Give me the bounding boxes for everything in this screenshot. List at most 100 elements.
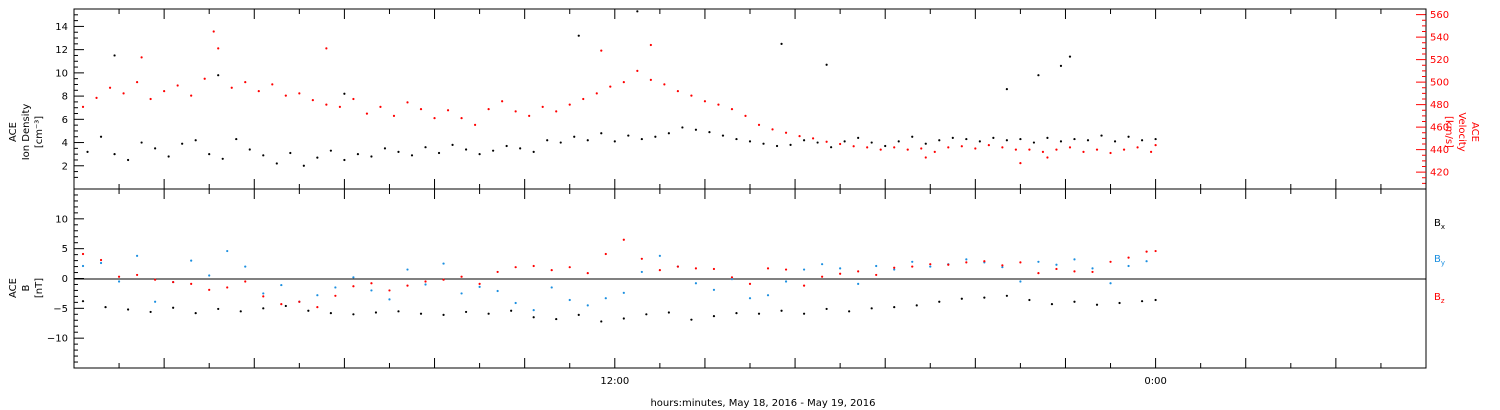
velocity-point bbox=[649, 43, 652, 47]
top-left-tick-label: 10 bbox=[55, 68, 68, 79]
density-point bbox=[113, 54, 116, 57]
by-point bbox=[1109, 282, 1112, 285]
bx-point bbox=[284, 304, 287, 308]
density-point bbox=[762, 142, 765, 145]
density-point bbox=[194, 139, 197, 142]
velocity-point bbox=[825, 140, 828, 143]
by-point bbox=[1055, 263, 1058, 266]
density-point bbox=[627, 134, 630, 137]
bx-point bbox=[870, 307, 873, 310]
density-point bbox=[1005, 139, 1008, 142]
bz-point bbox=[316, 306, 319, 309]
x-tick-label: 12:00 bbox=[600, 376, 629, 387]
by-point bbox=[929, 265, 932, 268]
bz-point bbox=[117, 275, 121, 278]
density-point bbox=[816, 141, 819, 144]
bx-point bbox=[555, 317, 558, 321]
velocity-point bbox=[1019, 162, 1022, 165]
density-point bbox=[978, 140, 981, 143]
velocity-point bbox=[514, 110, 517, 113]
bx-point bbox=[1073, 300, 1076, 303]
bz-point bbox=[893, 266, 896, 269]
by-point bbox=[424, 283, 427, 286]
top-right-tick-label: 540 bbox=[1430, 33, 1449, 44]
density-point bbox=[870, 141, 873, 144]
density-point bbox=[546, 139, 549, 142]
velocity-point bbox=[419, 108, 423, 111]
bx-point bbox=[915, 304, 918, 307]
top-right-ylabel-line2: Velocity bbox=[1456, 112, 1467, 151]
by-point bbox=[839, 267, 842, 270]
bx-point bbox=[149, 310, 152, 314]
density-point bbox=[1059, 64, 1063, 68]
by-point bbox=[893, 268, 896, 271]
density-point bbox=[559, 141, 562, 144]
velocity-point bbox=[298, 92, 301, 95]
velocity-point bbox=[473, 123, 477, 126]
velocity-point bbox=[595, 92, 598, 95]
bx-point bbox=[419, 312, 423, 315]
velocity-point bbox=[1068, 146, 1072, 149]
density-point bbox=[505, 144, 508, 148]
by-point bbox=[550, 286, 553, 289]
density-point bbox=[86, 150, 89, 153]
bz-point bbox=[550, 269, 553, 272]
bz-point bbox=[190, 282, 193, 285]
velocity-point bbox=[1082, 150, 1085, 153]
legend-by: By bbox=[1434, 254, 1445, 267]
velocity-point bbox=[217, 47, 220, 50]
density-point bbox=[600, 132, 603, 135]
velocity-point bbox=[730, 108, 734, 111]
density-point bbox=[167, 155, 170, 158]
by-point bbox=[622, 291, 625, 294]
top-left-ylabel-line3: [cm⁻³] bbox=[34, 116, 45, 148]
density-point bbox=[370, 155, 373, 158]
bz-point bbox=[857, 270, 860, 273]
velocity-point bbox=[649, 78, 652, 81]
top-left-ylabel-line2: Ion Density bbox=[21, 104, 32, 161]
velocity-point bbox=[379, 105, 382, 108]
bottom-tick-label: 0 bbox=[62, 274, 68, 285]
density-point bbox=[532, 150, 535, 153]
velocity-point bbox=[893, 146, 896, 149]
velocity-point bbox=[947, 146, 950, 149]
density-point bbox=[383, 147, 387, 150]
bz-point bbox=[1109, 260, 1112, 263]
bz-point bbox=[568, 266, 571, 269]
by-point bbox=[965, 258, 968, 261]
density-point bbox=[343, 92, 346, 95]
bz-point bbox=[712, 267, 716, 271]
density-point bbox=[708, 130, 711, 134]
bz-point bbox=[911, 265, 914, 268]
by-point bbox=[190, 259, 193, 262]
velocity-point bbox=[392, 114, 396, 117]
velocity-point bbox=[676, 90, 679, 93]
bottom-tick-label: −5 bbox=[53, 304, 68, 315]
by-point bbox=[352, 276, 355, 279]
velocity-point bbox=[190, 94, 193, 97]
bx-point bbox=[172, 306, 175, 309]
velocity-point bbox=[212, 30, 215, 33]
velocity-point bbox=[555, 110, 558, 113]
velocity-point bbox=[866, 146, 869, 149]
by-point bbox=[388, 298, 391, 301]
velocity-point bbox=[1136, 146, 1139, 149]
velocity-point bbox=[176, 84, 179, 87]
bx-point bbox=[81, 300, 85, 303]
velocity-point bbox=[924, 156, 927, 159]
bx-point bbox=[960, 297, 963, 300]
bz-point bbox=[929, 263, 932, 266]
density-point bbox=[857, 136, 860, 140]
velocity-point bbox=[1001, 146, 1004, 149]
velocity-point bbox=[325, 47, 328, 50]
bz-point bbox=[135, 273, 139, 277]
bottom-ylabel-line2: B bbox=[21, 284, 32, 291]
density-point bbox=[965, 137, 968, 141]
density-point bbox=[275, 162, 278, 165]
top-left-tick-label: 12 bbox=[55, 45, 68, 56]
bx-point bbox=[780, 309, 783, 312]
density-point bbox=[992, 136, 995, 140]
by-point bbox=[821, 263, 824, 266]
density-point bbox=[843, 140, 846, 143]
bx-point bbox=[1118, 301, 1121, 305]
